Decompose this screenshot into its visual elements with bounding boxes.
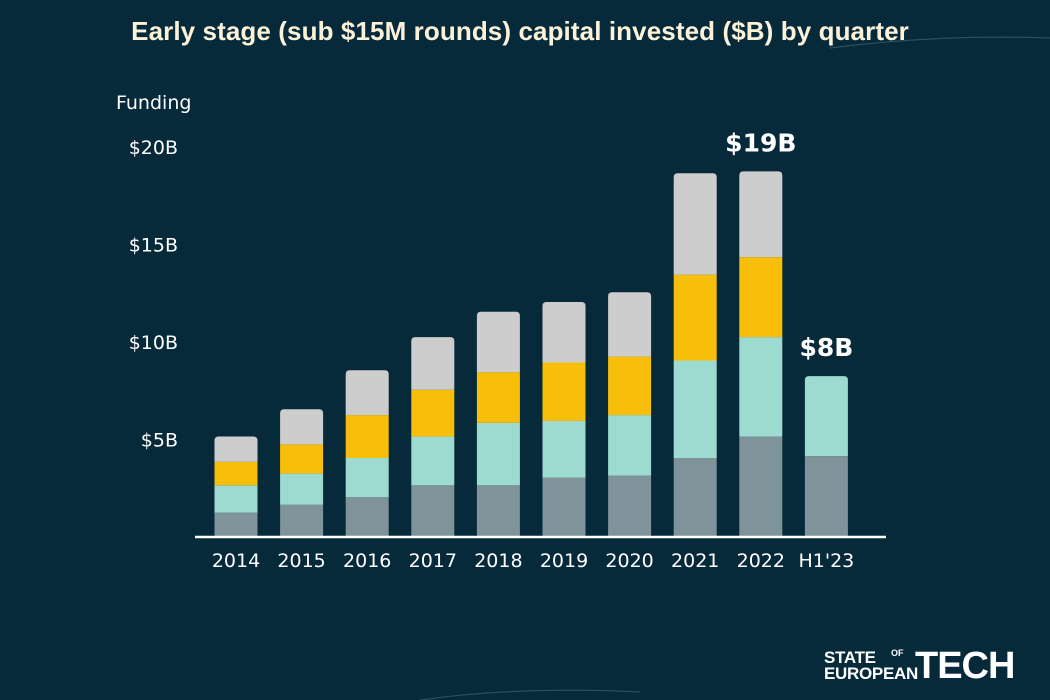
total-label: $19B (725, 128, 796, 157)
y-axis-title: Funding (116, 92, 191, 114)
bar-segment (608, 475, 652, 536)
logo-line-european: EUROPEAN (824, 664, 918, 683)
x-tick-label: 2014 (212, 550, 260, 572)
bar-segment (280, 504, 324, 536)
bar-segment (280, 409, 324, 445)
y-tick-label: $20B (129, 137, 178, 159)
x-tick-label: 2017 (409, 550, 457, 572)
bar-segment (739, 171, 783, 258)
bar-segment (673, 274, 717, 361)
bar-segment (345, 458, 389, 497)
x-tick-label: 2021 (671, 550, 719, 572)
bar-segment (608, 292, 652, 357)
y-tick-label: $5B (141, 430, 178, 452)
bar-segment (542, 302, 586, 363)
bar-segment (214, 485, 258, 513)
bar-segment (673, 458, 717, 536)
x-tick-label: 2022 (737, 550, 785, 572)
bar-segment (345, 415, 389, 458)
bar-segment (280, 473, 324, 505)
total-label: $8B (799, 333, 853, 362)
bar-segment (411, 389, 455, 437)
bar-segment (476, 372, 520, 423)
bar-segment (214, 512, 258, 536)
state-of-european-tech-logo: STATE EUROPEAN OF TECH (824, 646, 1015, 690)
logo-line-state: STATE (824, 648, 876, 667)
bar-segment (411, 337, 455, 390)
bar-segment (542, 477, 586, 536)
bar-segment (673, 360, 717, 458)
logo-of: OF (891, 648, 904, 658)
x-tick-label: H1'23 (799, 550, 855, 572)
bar-segment (214, 461, 258, 486)
bar-segment (345, 370, 389, 416)
y-tick-label: $10B (129, 332, 178, 354)
bar-segment (804, 456, 848, 536)
x-tick-label: 2016 (343, 550, 391, 572)
bar-segment (739, 436, 783, 536)
bar-segment (476, 311, 520, 373)
bar-segment (476, 485, 520, 536)
bar-segment (608, 356, 652, 416)
bar-segment (345, 497, 389, 536)
x-tick-label: 2019 (540, 550, 588, 572)
bar-segment (804, 376, 848, 457)
y-tick-label: $15B (129, 235, 178, 257)
bar-segment (411, 436, 455, 486)
x-tick-label: 2018 (474, 550, 522, 572)
chart-title: Early stage (sub $15M rounds) capital in… (131, 16, 909, 46)
x-tick-label: 2015 (277, 550, 325, 572)
bar-segment (411, 485, 455, 536)
logo-tech: TECH (915, 645, 1015, 687)
bar-segment (280, 444, 324, 474)
bar-segment (739, 257, 783, 338)
bar-segment (214, 436, 258, 462)
bar-segment (673, 173, 717, 275)
x-tick-label: 2020 (605, 550, 653, 572)
bar-segment (476, 422, 520, 486)
bar-segment (608, 415, 652, 476)
bar-segment (542, 420, 586, 478)
bar-segment (739, 337, 783, 437)
bar-segment (542, 362, 586, 421)
logo-left-text: STATE EUROPEAN (824, 648, 918, 683)
